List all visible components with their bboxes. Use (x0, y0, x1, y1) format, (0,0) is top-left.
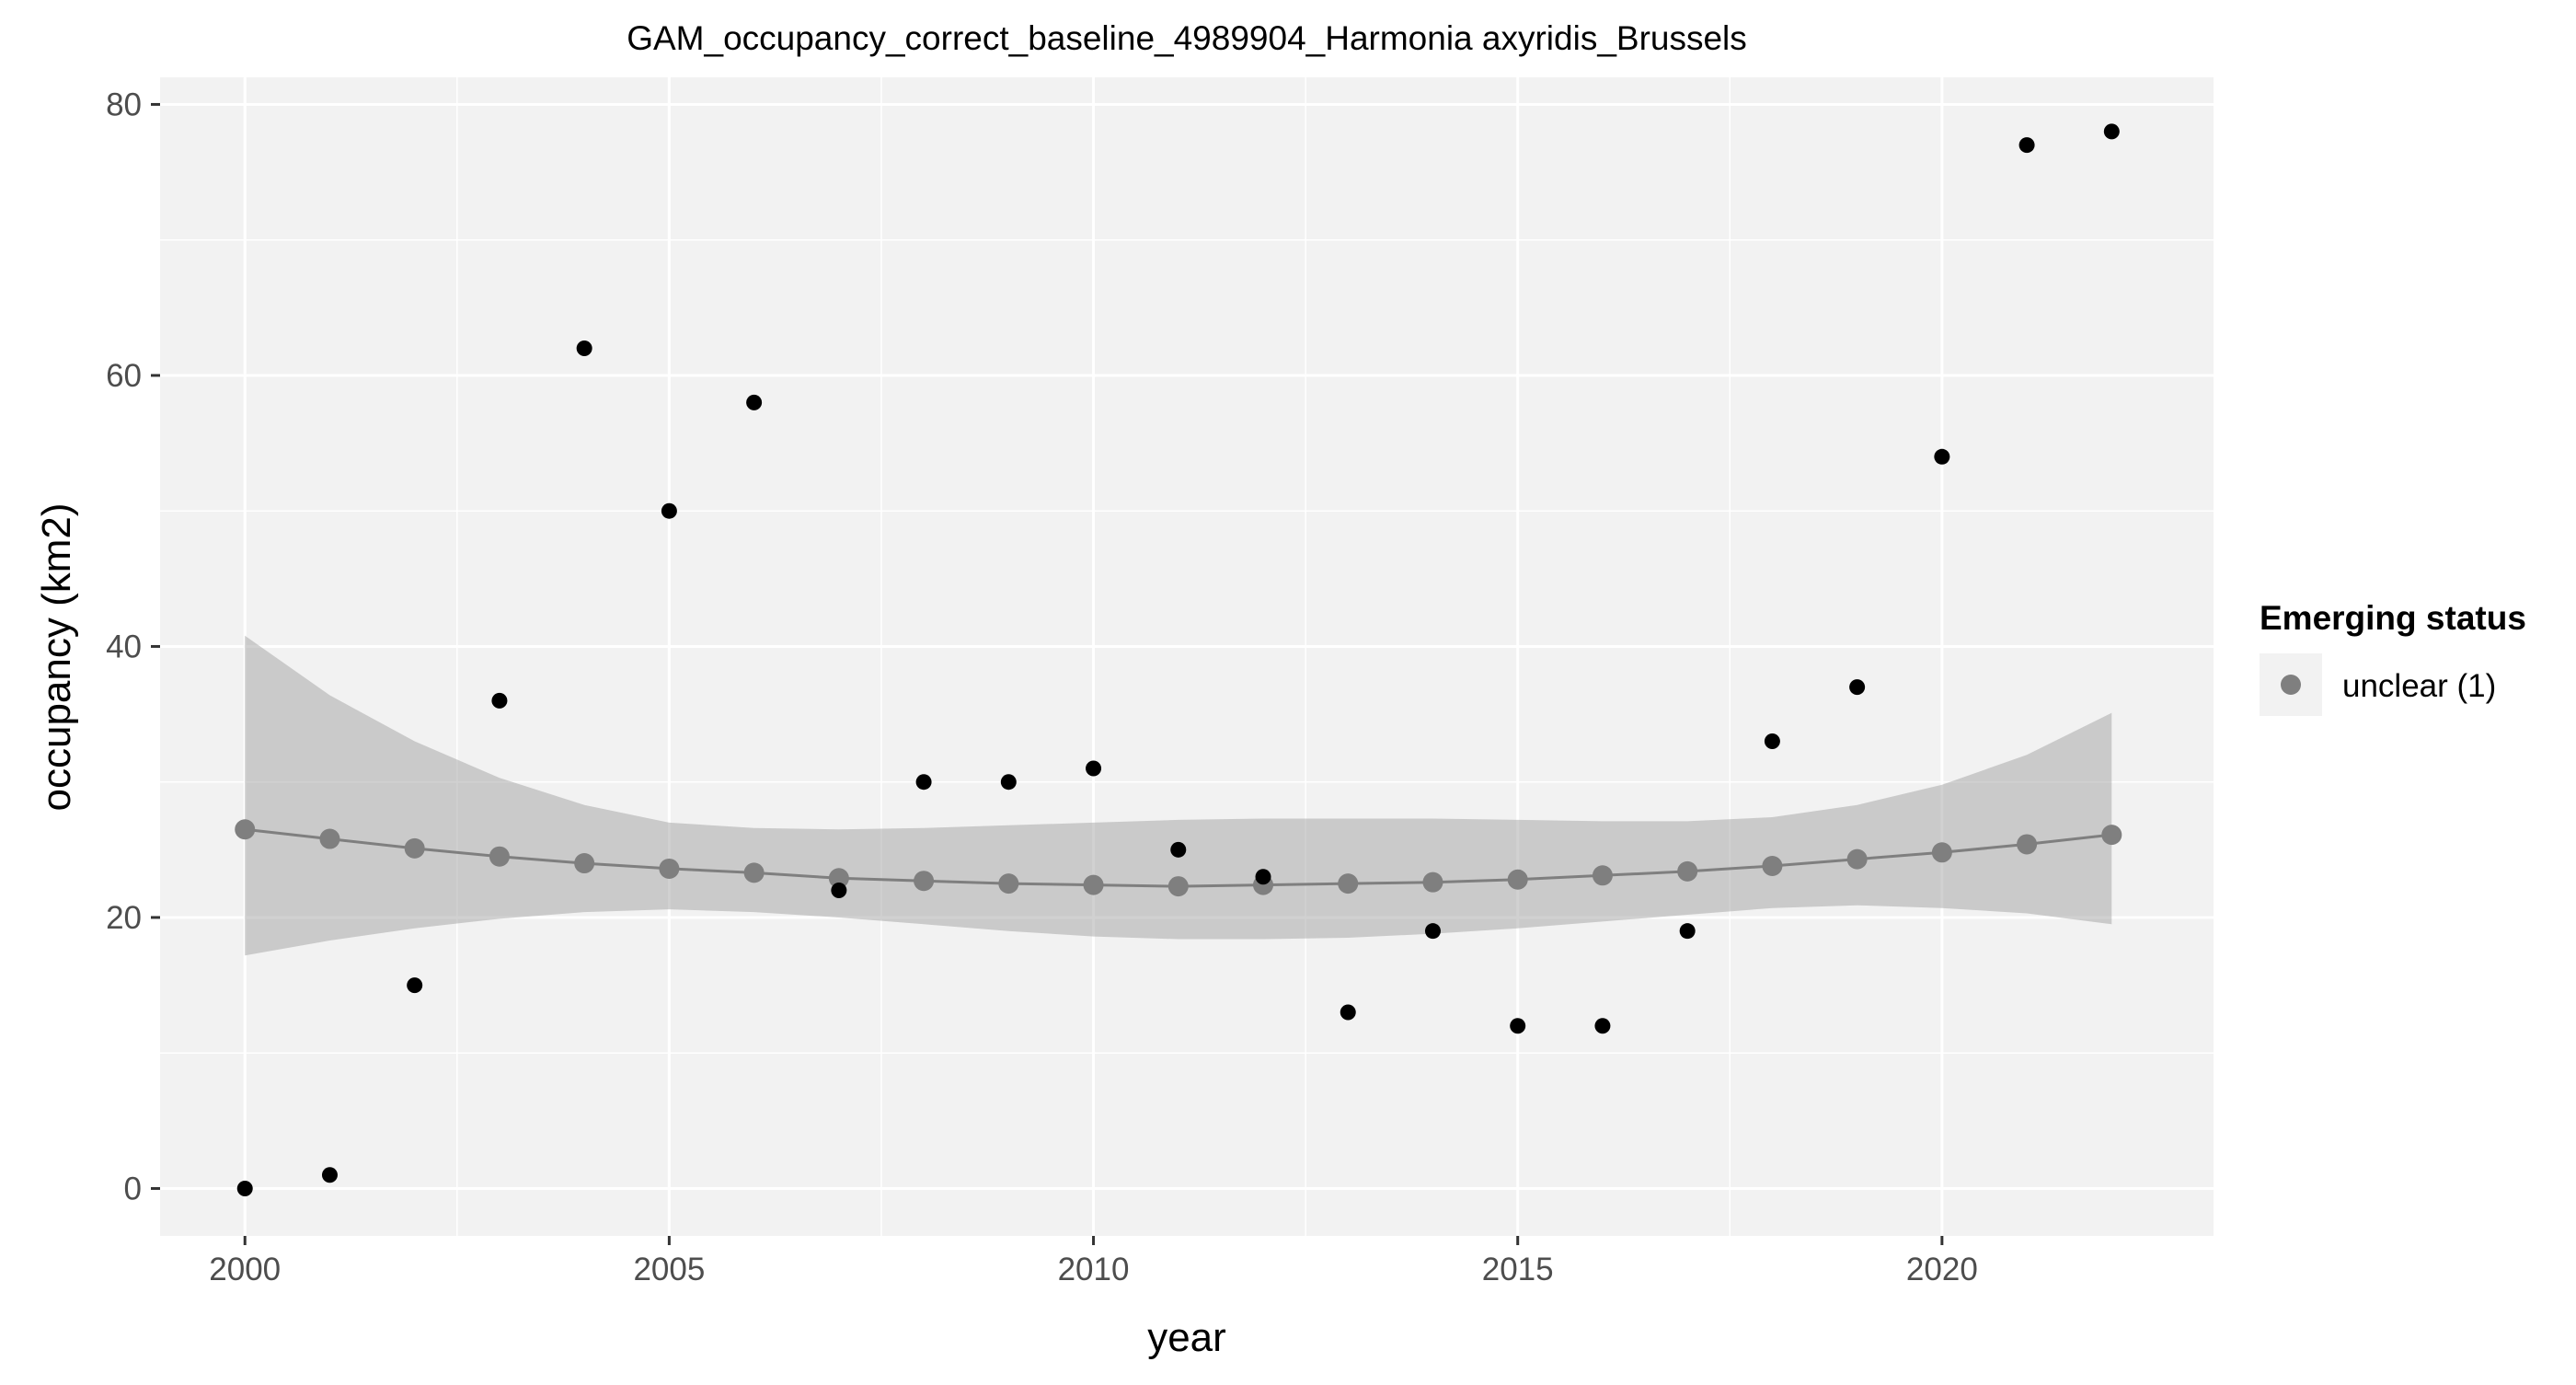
chart-title: GAM_occupancy_correct_baseline_4989904_H… (627, 19, 1747, 57)
confidence-band (245, 635, 2112, 956)
x-tick-label: 2005 (633, 1252, 705, 1287)
observed-point (1510, 1018, 1526, 1034)
observed-point (321, 1167, 338, 1183)
observed-point (1594, 1018, 1611, 1034)
fitted-point (743, 862, 765, 883)
fitted-points-layer (235, 819, 2122, 897)
fitted-point (404, 837, 425, 859)
observed-points-layer (236, 123, 2120, 1196)
observed-point (1849, 679, 1866, 696)
observed-point (1000, 774, 1017, 791)
fitted-point (2017, 834, 2038, 855)
grid-major (160, 77, 2214, 1236)
observed-point (491, 692, 508, 709)
x-axis-title: year (1147, 1315, 1226, 1360)
legend-title: Emerging status (2260, 599, 2526, 637)
fitted-point (1422, 871, 1443, 893)
fitted-point (1338, 873, 1359, 894)
fitted-point (1931, 842, 1952, 863)
fitted-point (1592, 865, 1613, 886)
y-tick-label: 20 (106, 900, 142, 936)
observed-point (661, 502, 677, 519)
observed-point (1170, 841, 1187, 858)
legend-entries: unclear (1) (2281, 668, 2496, 704)
observed-point (746, 394, 763, 410)
x-axis: 2000 2005 2010 2015 2020 (209, 1236, 1978, 1287)
observed-point (915, 774, 932, 791)
fitted-point (1167, 876, 1189, 897)
fitted-point (2101, 825, 2122, 846)
x-tick-label: 2010 (1058, 1252, 1130, 1287)
observed-point (407, 977, 423, 994)
plot-background (160, 77, 2214, 1236)
legend-key-point (2281, 675, 2301, 695)
fitted-point (574, 853, 595, 874)
y-axis-title: occupancy (km2) (34, 502, 79, 811)
fitted-point (659, 858, 680, 879)
y-tick-label: 0 (124, 1171, 142, 1206)
y-axis: 0 20 40 60 80 (106, 87, 160, 1206)
observed-point (1934, 448, 1950, 465)
fitted-point (1762, 856, 1783, 877)
fitted-point (319, 828, 340, 849)
observed-point (1255, 869, 1271, 885)
x-tick-label: 2020 (1906, 1252, 1978, 1287)
observed-point (1764, 733, 1780, 750)
fitted-point (1677, 860, 1698, 882)
observed-point (576, 340, 592, 357)
observed-point (1086, 760, 1102, 777)
fitted-point (998, 873, 1019, 894)
fitted-point (828, 868, 849, 889)
observed-point (1340, 1004, 1356, 1021)
observed-point (2103, 123, 2120, 140)
y-tick-label: 80 (106, 87, 142, 122)
fitted-point (1846, 848, 1868, 870)
x-tick-label: 2015 (1482, 1252, 1554, 1287)
fitted-point (914, 871, 935, 892)
y-tick-label: 40 (106, 629, 142, 664)
legend-label: unclear (1) (2342, 668, 2496, 704)
observed-point (2018, 137, 2035, 154)
fitted-point (1083, 874, 1104, 895)
legend: Emerging status unclear (1) (2260, 599, 2526, 716)
fitted-point (489, 846, 510, 867)
fitted-point (1507, 869, 1528, 890)
grid-minor (160, 77, 2214, 1236)
fitted-point (235, 819, 256, 840)
observed-point (1424, 923, 1441, 940)
y-tick-label: 60 (106, 358, 142, 394)
x-tick-label: 2000 (209, 1252, 281, 1287)
confidence-band-layer (245, 635, 2112, 956)
observed-point (1679, 923, 1696, 940)
observed-point (236, 1180, 253, 1196)
observed-point (831, 883, 847, 899)
